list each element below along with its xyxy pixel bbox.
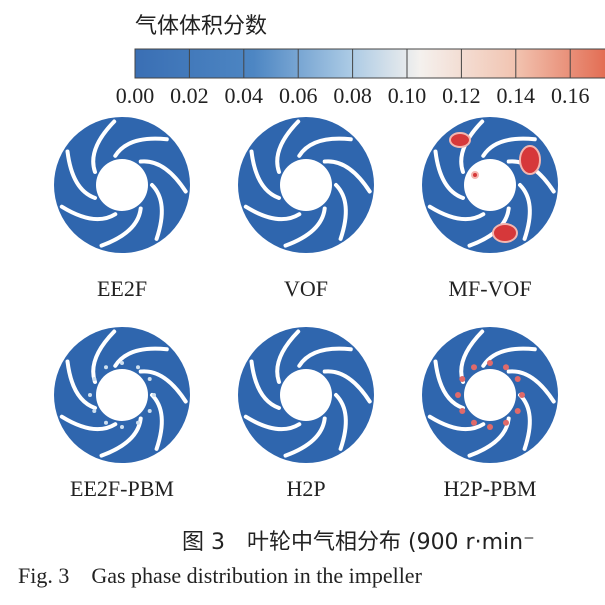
blade bbox=[297, 136, 353, 158]
blade bbox=[334, 393, 348, 451]
blade bbox=[481, 346, 537, 368]
impeller bbox=[54, 327, 190, 463]
blade bbox=[150, 393, 164, 451]
blade bbox=[283, 206, 327, 248]
colorbar-tick-label: 0.08 bbox=[333, 83, 372, 108]
blade bbox=[91, 119, 117, 174]
gas-region bbox=[503, 364, 509, 371]
gas-region bbox=[459, 376, 466, 382]
gas-region bbox=[92, 377, 97, 381]
blade bbox=[283, 416, 327, 458]
colorbar-tick-label: 0.12 bbox=[442, 83, 481, 108]
impeller-hub bbox=[96, 159, 148, 211]
blade bbox=[249, 149, 281, 200]
panel-label: EE2F bbox=[97, 276, 147, 301]
impeller bbox=[238, 117, 374, 253]
blade bbox=[518, 183, 532, 241]
panel-label: EE2F-PBM bbox=[70, 476, 174, 501]
blade bbox=[59, 414, 118, 432]
blade bbox=[427, 414, 486, 432]
gas-region bbox=[519, 145, 541, 175]
blade bbox=[427, 204, 486, 222]
gas-region bbox=[487, 360, 493, 366]
colorbar-tick-label: 0.06 bbox=[279, 83, 318, 108]
gas-region bbox=[514, 376, 521, 382]
gas-region bbox=[147, 409, 152, 413]
gas-region bbox=[120, 361, 124, 365]
gas-region bbox=[503, 419, 509, 426]
blade bbox=[275, 329, 301, 384]
gas-region bbox=[104, 420, 108, 425]
blade bbox=[481, 136, 537, 158]
blade bbox=[65, 359, 97, 410]
gas-region bbox=[471, 364, 477, 371]
colorbar-tick-label: 0.10 bbox=[388, 83, 427, 108]
caption-en: Fig. 3 Gas phase distribution in the imp… bbox=[18, 563, 423, 588]
gas-region bbox=[136, 420, 140, 425]
gas-region bbox=[152, 393, 156, 397]
blade bbox=[322, 159, 372, 194]
blade bbox=[243, 204, 302, 222]
colorbar-tick-label: 0.16 bbox=[551, 83, 590, 108]
blade bbox=[334, 183, 348, 241]
gas-region bbox=[92, 409, 97, 413]
gas-region bbox=[120, 425, 124, 429]
colorbar-title: 气体体积分数 bbox=[135, 14, 267, 39]
gas-region bbox=[88, 393, 92, 397]
blade bbox=[459, 119, 485, 174]
blade bbox=[59, 204, 118, 222]
gas-region bbox=[471, 171, 479, 179]
gas-region bbox=[459, 408, 466, 414]
gas-region bbox=[455, 392, 461, 398]
impeller bbox=[238, 327, 374, 463]
blade bbox=[297, 346, 353, 368]
blade bbox=[138, 159, 188, 194]
colorbar-tick-label: 0.00 bbox=[116, 83, 155, 108]
impeller-hub bbox=[280, 369, 332, 421]
blade bbox=[150, 183, 164, 241]
panel-label: H2P bbox=[286, 476, 325, 501]
gas-region bbox=[136, 365, 140, 370]
colorbar-tick-label: 0.02 bbox=[170, 83, 209, 108]
impeller-hub bbox=[464, 159, 516, 211]
impeller-hub bbox=[280, 159, 332, 211]
caption-zh: 图 3 叶轮中气相分布 (900 r·min⁻ bbox=[182, 530, 535, 555]
colorbar bbox=[134, 48, 605, 79]
gas-region bbox=[449, 132, 471, 148]
impeller bbox=[422, 327, 558, 463]
gas-region bbox=[492, 223, 518, 243]
blade bbox=[249, 359, 281, 410]
blade bbox=[243, 414, 302, 432]
gas-region bbox=[104, 365, 108, 370]
blade bbox=[322, 369, 372, 404]
impeller-hub bbox=[464, 369, 516, 421]
blade bbox=[433, 149, 465, 200]
panel-label: MF-VOF bbox=[448, 276, 531, 301]
blade bbox=[138, 369, 188, 404]
blade bbox=[518, 393, 532, 451]
colorbar-tick-label: 0.04 bbox=[225, 83, 264, 108]
gas-region bbox=[519, 392, 525, 398]
gas-region bbox=[471, 419, 477, 426]
colorbar-tick-label: 0.14 bbox=[497, 83, 536, 108]
blade bbox=[506, 369, 556, 404]
blade bbox=[433, 359, 465, 410]
blade bbox=[65, 149, 97, 200]
impeller bbox=[54, 117, 190, 253]
gas-region bbox=[514, 408, 521, 414]
impeller bbox=[422, 117, 558, 253]
blade bbox=[113, 136, 169, 158]
blade bbox=[275, 119, 301, 174]
impeller-hub bbox=[96, 369, 148, 421]
panel-label: VOF bbox=[284, 276, 328, 301]
blade bbox=[113, 346, 169, 368]
gas-region bbox=[487, 424, 493, 430]
gas-region bbox=[147, 377, 152, 381]
blade bbox=[99, 206, 143, 248]
panel-label: H2P-PBM bbox=[444, 476, 537, 501]
